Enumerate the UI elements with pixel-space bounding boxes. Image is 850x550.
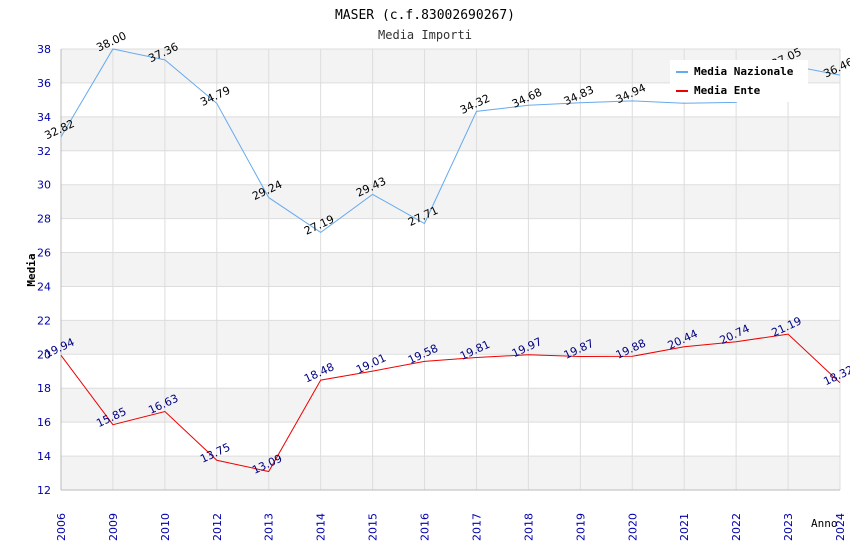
- x-tick-label: 2015: [367, 513, 380, 541]
- grid-band: [61, 252, 840, 287]
- chart-title: MASER (c.f.83002690267): [335, 8, 515, 23]
- x-tick-label: 2022: [730, 513, 743, 541]
- y-tick-label: 28: [37, 213, 51, 226]
- grid-band: [61, 320, 840, 355]
- y-tick-label: 38: [37, 43, 51, 56]
- legend-label: Media Ente: [694, 84, 761, 97]
- x-tick-label: 2012: [211, 513, 224, 541]
- x-tick-label: 2019: [574, 513, 587, 541]
- grid-lines: [60, 48, 841, 491]
- y-axis-ticks: 12 14 16 18 20 22 24 26 28 30 32 34 36 38: [37, 43, 51, 497]
- x-tick-label: 2021: [678, 513, 691, 541]
- x-tick-label: 2016: [419, 513, 432, 541]
- x-tick-label: 2024: [834, 513, 847, 541]
- legend-label: Media Nazionale: [694, 65, 794, 78]
- x-tick-label: 2020: [626, 513, 639, 541]
- y-tick-label: 22: [37, 314, 51, 327]
- y-tick-label: 24: [37, 280, 51, 293]
- y-tick-label: 12: [37, 484, 51, 497]
- grid-band: [61, 388, 840, 423]
- x-tick-label: 2010: [159, 513, 172, 541]
- y-tick-label: 34: [37, 111, 51, 124]
- x-axis-ticks: 2006 2009 2010 2012 2013 2014 2015 2016 2017 2018…: [55, 513, 847, 541]
- y-tick-label: 36: [37, 77, 51, 90]
- y-axis-label: Media: [25, 253, 38, 286]
- grid-band: [61, 184, 840, 219]
- y-tick-label: 18: [37, 382, 51, 395]
- x-tick-label: 2023: [782, 513, 795, 541]
- chart-subtitle: Media Importi: [378, 28, 472, 42]
- grid-band: [61, 456, 840, 490]
- y-tick-label: 20: [37, 348, 51, 361]
- series-line: [60, 48, 841, 234]
- x-tick-label: 2013: [263, 513, 276, 541]
- legend-box: [670, 60, 808, 102]
- grid-bands: [61, 49, 840, 490]
- y-tick-label: 16: [37, 416, 51, 429]
- series-line: [60, 333, 841, 473]
- x-tick-label: 2018: [522, 513, 535, 541]
- y-tick-label: 26: [37, 247, 51, 260]
- y-tick-label: 32: [37, 145, 51, 158]
- x-tick-label: 2014: [315, 513, 328, 541]
- y-tick-label: 30: [37, 179, 51, 192]
- legend: Media Nazionale Media Ente: [670, 60, 808, 102]
- x-tick-label: 2009: [107, 513, 120, 541]
- x-tick-label: 2017: [470, 513, 483, 541]
- y-tick-label: 14: [37, 450, 51, 463]
- grid-band: [61, 116, 840, 151]
- x-tick-label: 2006: [55, 513, 68, 541]
- x-axis-label: Anno: [811, 517, 838, 530]
